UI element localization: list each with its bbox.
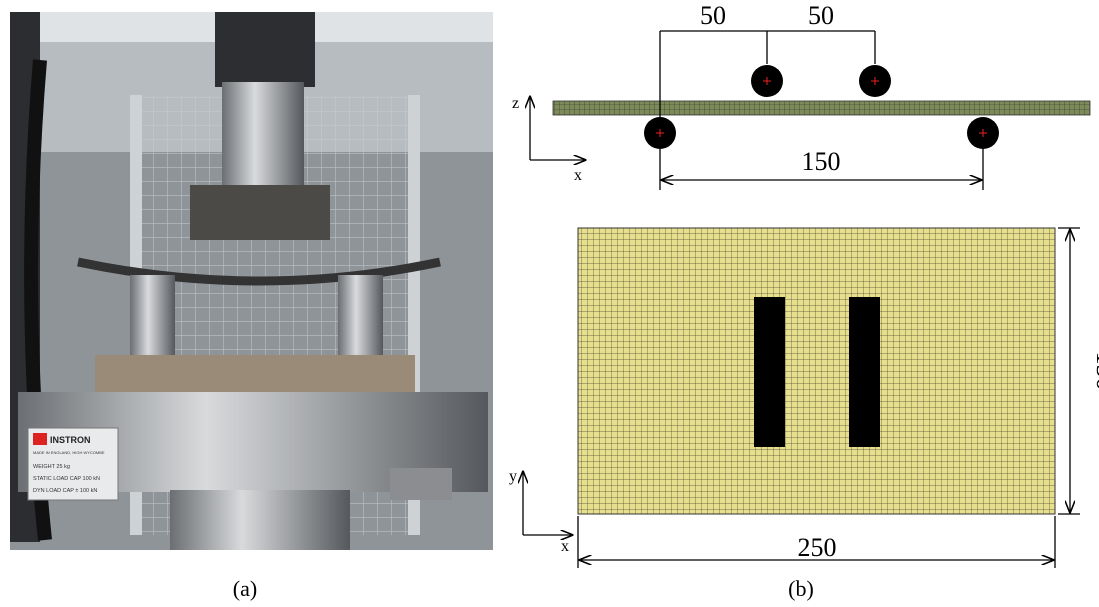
- plate-text: WEIGHT 25 kg: [33, 464, 70, 470]
- plate-text: DYN LOAD CAP ± 100 kN: [33, 488, 97, 494]
- plate-text: INSTRON: [50, 435, 91, 445]
- axis-label: z: [512, 95, 519, 112]
- axis-label: x: [574, 167, 582, 184]
- caption: (a): [233, 576, 257, 601]
- dimension: 150: [802, 147, 841, 176]
- dimension: 50: [700, 1, 726, 30]
- dimension: 50: [808, 1, 834, 30]
- side-view: 50 50 150 z x: [512, 1, 1091, 190]
- plate-text: STATIC LOAD CAP 100 kN: [33, 476, 100, 482]
- caption: (b): [788, 576, 814, 601]
- axis-label: y: [509, 468, 517, 485]
- plate-text: MADE IN ENGLAND, HIGH WYCOMBE: [33, 450, 105, 455]
- top-view: 150 250 y x: [509, 227, 1099, 568]
- nameplate: INSTRON MADE IN ENGLAND, HIGH WYCOMBE WE…: [27, 427, 119, 501]
- dimension: 150: [1091, 352, 1099, 391]
- photo: INSTRON MADE IN ENGLAND, HIGH WYCOMBE WE…: [10, 12, 493, 550]
- axis-label: x: [561, 538, 569, 555]
- dimension: 250: [798, 533, 837, 562]
